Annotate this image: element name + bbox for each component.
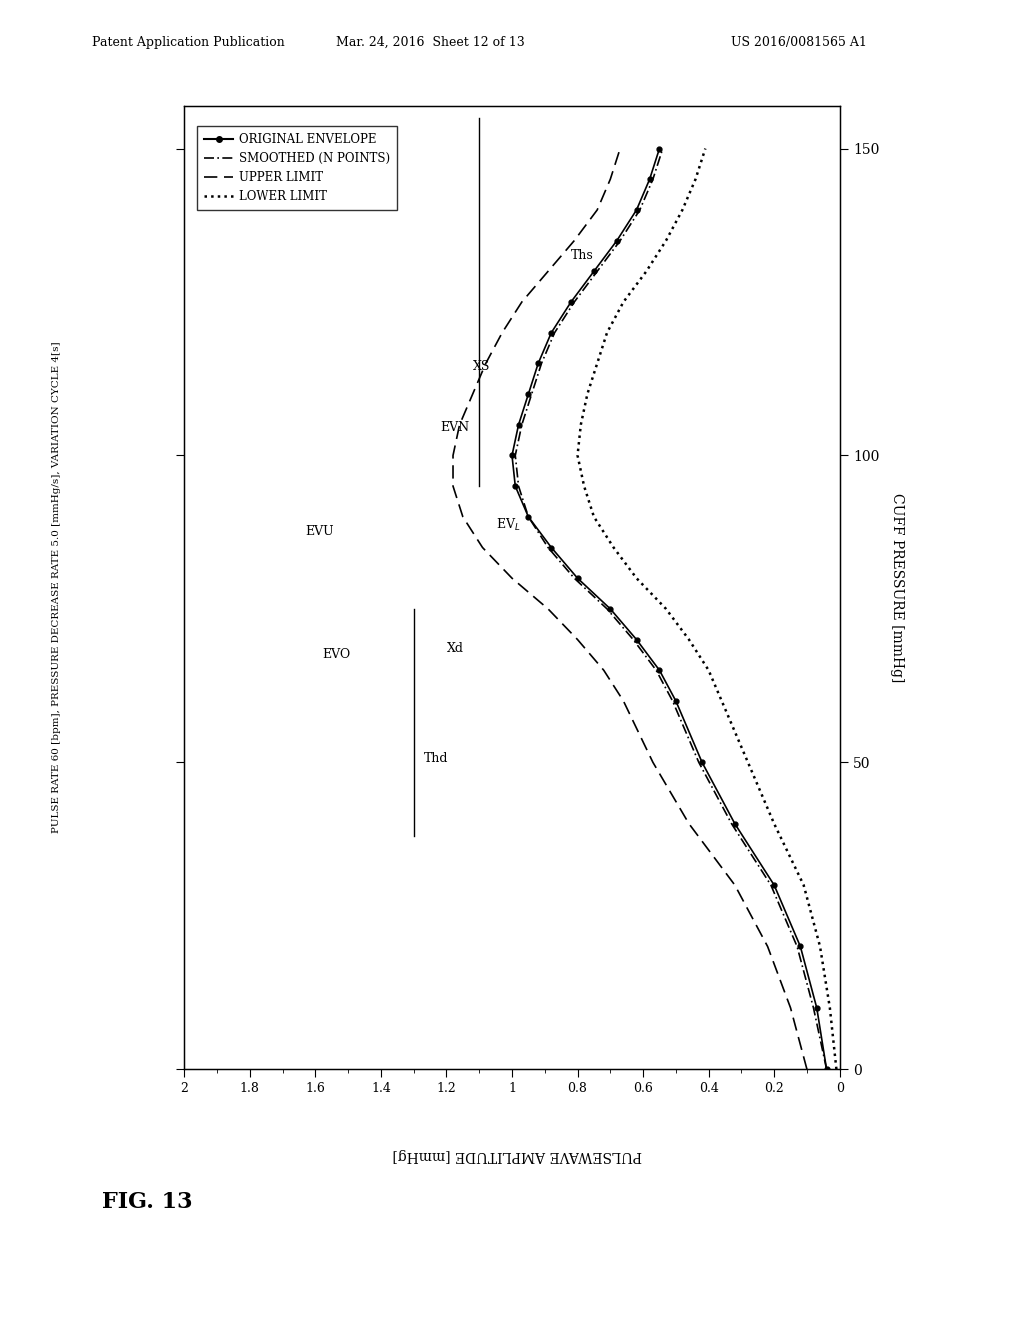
Y-axis label: CUFF PRESSURE [mmHg]: CUFF PRESSURE [mmHg] (890, 492, 904, 682)
Text: FIG. 13: FIG. 13 (102, 1191, 193, 1213)
Text: EV$_L$: EV$_L$ (496, 517, 520, 533)
Text: EVN: EVN (440, 421, 469, 434)
Text: Mar. 24, 2016  Sheet 12 of 13: Mar. 24, 2016 Sheet 12 of 13 (336, 36, 524, 49)
Text: Thd: Thd (424, 752, 449, 766)
Text: PULSEWAVE AMPLITUDE [mmHg]: PULSEWAVE AMPLITUDE [mmHg] (392, 1148, 642, 1162)
Text: PULSE RATE 60 [bpm], PRESSURE DECREASE RATE 5.0 [mmHg/s], VARIATION CYCLE 4[s]: PULSE RATE 60 [bpm], PRESSURE DECREASE R… (52, 342, 60, 833)
Text: EVO: EVO (322, 648, 350, 661)
Text: EVU: EVU (305, 525, 334, 539)
Text: Patent Application Publication: Patent Application Publication (92, 36, 285, 49)
Text: Xd: Xd (446, 642, 464, 655)
Text: XS: XS (473, 359, 490, 372)
Text: US 2016/0081565 A1: US 2016/0081565 A1 (731, 36, 866, 49)
Text: Ths: Ths (571, 249, 594, 263)
Legend: ORIGINAL ENVELOPE, SMOOTHED (N POINTS), UPPER LIMIT, LOWER LIMIT: ORIGINAL ENVELOPE, SMOOTHED (N POINTS), … (197, 125, 397, 210)
